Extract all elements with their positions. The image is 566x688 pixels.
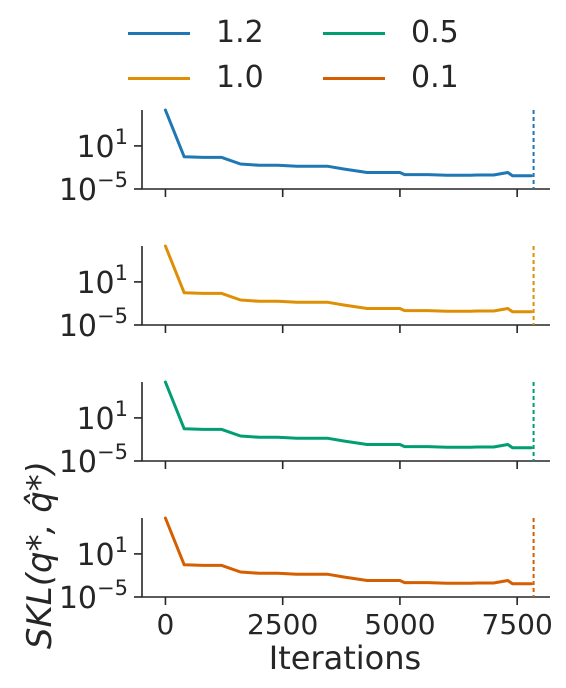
y-tick-label-3-1: 101 <box>76 397 128 437</box>
legend-entry-2: 1.0 <box>128 63 264 93</box>
x-tick-label-1: 0 <box>157 608 175 641</box>
x-tick-label-4: 7500 <box>482 608 553 641</box>
series-line-3 <box>163 380 533 450</box>
y-tick-label-4-2: 10−5 <box>59 576 128 616</box>
x-axis-label: Iterations <box>268 639 422 677</box>
legend-swatch-1 <box>128 31 190 35</box>
y-tick-label-3-2: 10−5 <box>59 440 128 480</box>
legend-entry-3: 0.5 <box>323 18 459 48</box>
legend-swatch-4 <box>323 76 385 80</box>
legend-entry-1: 1.2 <box>128 18 264 48</box>
series-line-2 <box>163 244 533 314</box>
y-axis-label: SKL(q*, q̂*) <box>20 460 60 650</box>
x-tick-label-2: 2500 <box>247 608 318 641</box>
y-tick-label-4-1: 101 <box>76 533 128 573</box>
series-line-4 <box>163 516 533 586</box>
y-tick-label-2-2: 10−5 <box>59 304 128 344</box>
legend-label-2: 1.0 <box>216 60 264 95</box>
legend-label-1: 1.2 <box>216 15 264 50</box>
legend-swatch-3 <box>323 31 385 35</box>
series-line-1 <box>163 108 533 178</box>
legend-swatch-2 <box>128 76 190 80</box>
y-tick-label-1-2: 10−5 <box>59 168 128 208</box>
legend-entry-4: 0.1 <box>323 63 459 93</box>
x-tick-label-3: 5000 <box>364 608 435 641</box>
y-tick-label-2-1: 101 <box>76 261 128 301</box>
legend-label-3: 0.5 <box>411 15 459 50</box>
legend-label-4: 0.1 <box>411 60 459 95</box>
y-tick-label-1-1: 101 <box>76 125 128 165</box>
